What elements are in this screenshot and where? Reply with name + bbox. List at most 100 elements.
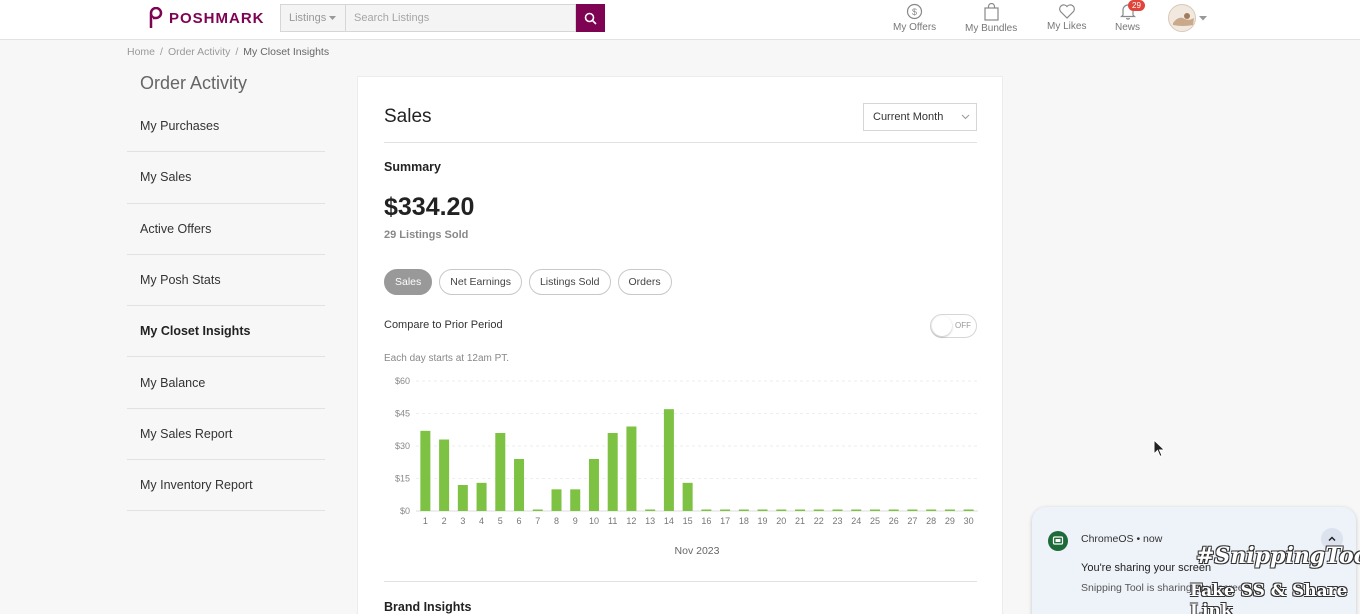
chart-x-tick-label: 23 [832, 516, 842, 526]
chart-x-tick-label: 29 [945, 516, 955, 526]
sidebar-item-my-posh-stats[interactable]: My Posh Stats [127, 255, 325, 307]
chart-bar[interactable] [757, 509, 768, 512]
toggle-knob [932, 316, 952, 336]
chart-x-tick-label: 3 [460, 516, 465, 526]
chart-x-axis-label: Nov 2023 [675, 545, 720, 557]
chart-bar[interactable] [420, 430, 431, 511]
chart-bar[interactable] [832, 509, 843, 512]
breadcrumb-order-activity[interactable]: Order Activity [167, 46, 231, 58]
chart-bar[interactable] [888, 509, 899, 512]
page-title: Sales [384, 106, 432, 127]
sidebar-item-my-closet-insights[interactable]: My Closet Insights [127, 306, 325, 358]
chart-bar[interactable] [570, 489, 581, 511]
breadcrumb-separator: / [235, 46, 239, 58]
account-menu[interactable] [1168, 4, 1207, 32]
period-select[interactable]: Current Month [863, 103, 977, 131]
shopping-bag-icon [984, 3, 999, 21]
brand-insights-label: Brand Insights [384, 600, 472, 614]
chart-bar[interactable] [795, 509, 806, 512]
sidebar-item-active-offers[interactable]: Active Offers [127, 204, 325, 255]
chart-bar[interactable] [495, 433, 506, 511]
my-offers-label: My Offers [893, 22, 937, 33]
sales-card: Sales Current Month Summary $334.20 29 L… [357, 76, 1003, 614]
watermark-line-1: #SnippingTool [1196, 543, 1360, 569]
compare-toggle[interactable]: OFF [930, 314, 977, 338]
tab-sales[interactable]: Sales [384, 269, 433, 295]
chart-bar[interactable] [457, 485, 468, 511]
poshmark-logo[interactable]: POSHMARK [147, 7, 265, 29]
chart-bar[interactable] [851, 509, 862, 512]
chart-bar[interactable] [682, 482, 693, 511]
sidebar-item-my-balance[interactable]: My Balance [127, 357, 325, 409]
chart-bar[interactable] [514, 459, 525, 511]
day-start-note: Each day starts at 12am PT. [384, 353, 510, 364]
my-bundles-link[interactable]: My Bundles [965, 3, 1017, 34]
search-button[interactable] [576, 4, 605, 32]
chart-bar[interactable] [532, 509, 543, 512]
my-likes-link[interactable]: My Likes [1047, 3, 1086, 32]
chart-x-tick-label: 28 [926, 516, 936, 526]
chart-bar[interactable] [476, 482, 487, 511]
search-input[interactable] [345, 4, 576, 32]
chart-x-tick-label: 7 [535, 516, 540, 526]
my-bundles-label: My Bundles [965, 23, 1018, 34]
breadcrumb: Home / Order Activity / My Closet Insigh… [127, 46, 329, 58]
screen-share-notification[interactable]: ChromeOS • now You're sharing your scree… [1032, 507, 1356, 614]
sidebar-item-my-purchases[interactable]: My Purchases [127, 101, 325, 153]
chart-bar[interactable] [907, 509, 918, 512]
chart-bar[interactable] [701, 509, 712, 512]
chart-bar[interactable] [626, 426, 637, 512]
chart-x-tick-label: 22 [814, 516, 824, 526]
notification-title: You're sharing your screen [1081, 562, 1212, 574]
chart-bar[interactable] [776, 509, 787, 512]
chart-bar[interactable] [607, 433, 618, 511]
chart-bar[interactable] [663, 409, 674, 511]
chart-x-tick-label: 27 [907, 516, 917, 526]
tab-net-earnings[interactable]: Net Earnings [439, 269, 522, 295]
summary-label: Summary [384, 160, 441, 174]
watermark-line-2: Fake SS & Share Link [1190, 581, 1348, 614]
chart-bar[interactable] [944, 509, 955, 512]
chart-x-tick-label: 10 [589, 516, 599, 526]
chart-bar[interactable] [869, 509, 880, 512]
breadcrumb-separator: / [160, 46, 163, 58]
notification-body: Snipping Tool is sharing your screen [1081, 582, 1250, 594]
chart-x-tick-label: 12 [626, 516, 636, 526]
chart-bar[interactable] [926, 509, 937, 512]
breadcrumb-home[interactable]: Home [127, 46, 156, 58]
sidebar-item-my-inventory-report[interactable]: My Inventory Report [127, 460, 325, 512]
sidebar-title: Order Activity [140, 73, 248, 93]
sidebar-item-my-sales-report[interactable]: My Sales Report [127, 409, 325, 461]
chart-bar[interactable] [551, 489, 562, 511]
chart-y-tick-label: $45 [395, 409, 410, 419]
news-link[interactable]: 29 News [1115, 0, 1145, 33]
tab-orders[interactable]: Orders [617, 269, 672, 295]
notification-dot: • [1136, 533, 1144, 545]
avatar-image-icon [1173, 13, 1194, 26]
search-icon [584, 12, 597, 25]
notification-source: ChromeOS • now [1081, 533, 1162, 545]
chart-y-tick-label: $15 [395, 474, 410, 484]
sidebar-item-my-sales[interactable]: My Sales [127, 152, 325, 204]
svg-text:$: $ [912, 7, 917, 17]
caret-down-icon [329, 15, 337, 20]
chart-bar[interactable] [738, 509, 749, 512]
chart-x-tick-label: 25 [870, 516, 880, 526]
divider [384, 142, 977, 143]
notification-collapse-button[interactable] [1321, 528, 1343, 550]
tab-listings-sold[interactable]: Listings Sold [528, 269, 611, 295]
chart-bar[interactable] [963, 509, 974, 512]
sidebar-menu: My Purchases My Sales Active Offers My P… [127, 101, 325, 512]
chart-bar[interactable] [813, 509, 824, 512]
sales-amount: $334.20 [384, 193, 475, 221]
my-offers-link[interactable]: $ My Offers [893, 3, 936, 33]
chart-bar[interactable] [588, 459, 599, 511]
search-category-dropdown[interactable]: Listings [280, 4, 345, 32]
chart-bar[interactable] [645, 509, 656, 512]
heart-icon [1058, 4, 1075, 19]
chart-x-tick-label: 14 [664, 516, 674, 526]
news-label: News [1115, 22, 1141, 33]
chart-bar[interactable] [439, 439, 450, 512]
metric-tabs: Sales Net Earnings Listings Sold Orders [384, 269, 672, 295]
chart-bar[interactable] [720, 509, 731, 512]
